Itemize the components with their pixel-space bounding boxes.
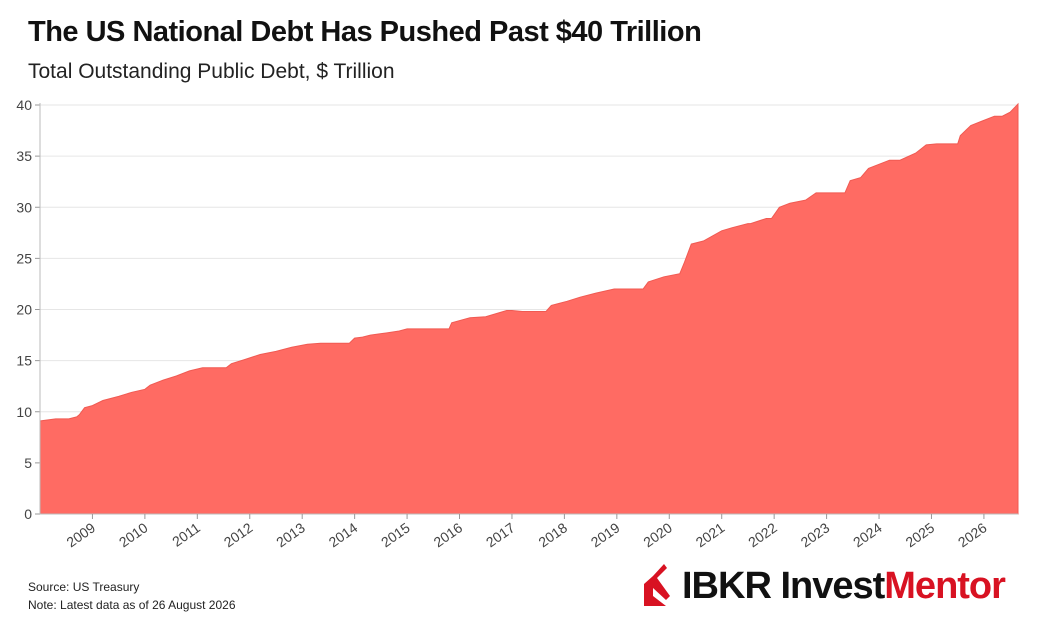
y-tick-labels: 0 5 10 15 20 25 30 35 40 (16, 97, 32, 522)
y-tick-label: 35 (16, 148, 32, 164)
data-note: Note: Latest data as of 26 August 2026 (28, 598, 236, 612)
x-tick-label: 2025 (902, 519, 937, 550)
area-series (39, 102, 1019, 515)
ibkr-mark-icon (644, 564, 670, 606)
y-tick-label: 25 (16, 250, 32, 266)
x-tick-label: 2022 (745, 519, 780, 550)
y-tick-label: 20 (16, 302, 32, 318)
y-tick-label: 40 (16, 97, 32, 113)
x-tick-label: 2023 (798, 519, 833, 550)
x-tick-label: 2015 (378, 519, 413, 550)
y-tick-label: 0 (24, 506, 32, 522)
debt-area-fill (39, 102, 1019, 515)
x-tick-label: 2014 (326, 519, 361, 550)
ibkr-investmentor-logo: IBKR InvestMentor (640, 560, 1006, 612)
chart-title: The US National Debt Has Pushed Past $40… (28, 16, 702, 48)
logo-invest-text: Invest (780, 564, 885, 607)
y-tick-label: 30 (16, 199, 32, 215)
chart-subtitle: Total Outstanding Public Debt, $ Trillio… (28, 60, 395, 83)
logo-mentor-text: Mentor (884, 564, 1006, 607)
x-tick-label: 2016 (431, 519, 466, 550)
axes (35, 103, 1018, 519)
x-tick-label: 2012 (221, 519, 256, 550)
x-tick-label: 2011 (169, 519, 203, 549)
x-tick-label: 2020 (640, 519, 675, 550)
x-tick-label: 2026 (955, 519, 990, 550)
x-tick-label: 2018 (535, 519, 570, 550)
logo-ibkr-text: IBKR (682, 564, 772, 607)
x-tick-label: 2009 (63, 519, 98, 550)
x-tick-label: 2017 (483, 519, 518, 550)
x-tick-label: 2013 (273, 519, 308, 550)
x-tick-labels: 2009 2010 2011 2012 2013 2014 2015 2016 2017 2018… (63, 519, 989, 550)
y-tick-label: 5 (24, 455, 32, 471)
x-tick-label: 2010 (116, 519, 151, 550)
x-tick-label: 2024 (850, 519, 885, 550)
x-tick-label: 2021 (693, 519, 728, 550)
y-tick-label: 15 (16, 353, 32, 369)
x-tick-label: 2019 (588, 519, 623, 550)
y-tick-label: 10 (16, 404, 32, 420)
source-note: Source: US Treasury (28, 580, 140, 594)
